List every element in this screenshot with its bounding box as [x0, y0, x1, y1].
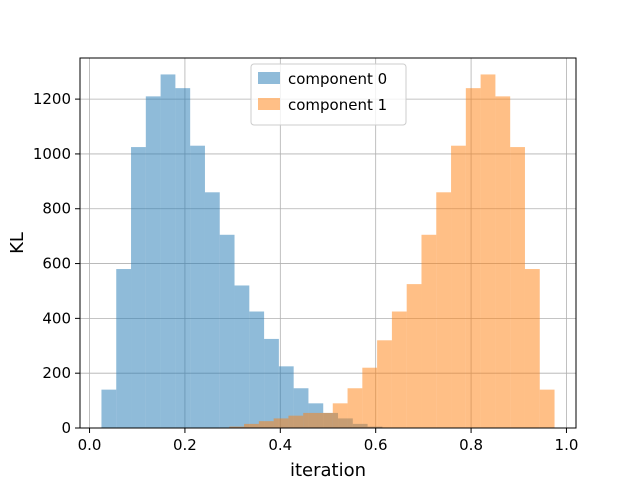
legend-label-component-1: component 1 [288, 96, 387, 114]
histogram-bar-series-0 [175, 88, 191, 429]
histogram-bar-series-1 [406, 284, 422, 428]
y-tick-label: 800 [42, 200, 71, 218]
histogram-bar-series-1 [524, 269, 540, 428]
histogram-bar-series-1 [362, 367, 378, 428]
histogram-bar-series-1 [317, 412, 333, 428]
histogram-bar-series-1 [451, 145, 466, 428]
histogram-bar-series-0 [278, 366, 294, 428]
ticks: 0.0 0.2 0.4 0.6 0.8 1.0 0 200 400 600 800 1000 1200 [33, 90, 579, 454]
histogram-bar-series-1 [288, 415, 304, 428]
histogram-bar-series-0 [145, 96, 161, 429]
histogram-bar-series-1 [347, 388, 363, 428]
x-tick-label: 0.4 [268, 436, 292, 454]
y-tick-label: 0 [61, 419, 71, 437]
histogram-bar-series-0 [116, 269, 132, 428]
legend-box [250, 63, 407, 126]
histogram-bar-series-0 [101, 389, 117, 428]
histogram-bar-series-1 [436, 192, 452, 428]
x-tick-label: 0.0 [78, 436, 102, 454]
legend-swatch-component-1 [258, 98, 280, 110]
histogram-bar-series-0 [264, 338, 279, 428]
x-axis-label: iteration [290, 460, 366, 480]
histogram-bar-series-1 [421, 234, 437, 428]
histogram-bar-series-0 [249, 311, 265, 428]
legend-label-component-0: component 0 [288, 70, 387, 88]
histogram-bar-series-1 [377, 340, 392, 428]
y-axis-label: KL [7, 232, 28, 254]
histogram-bar-series-1 [391, 311, 407, 428]
legend-swatch-component-0 [258, 72, 280, 84]
y-tick-label: 200 [42, 364, 71, 382]
x-tick-label: 0.8 [459, 436, 483, 454]
histogram-bar-series-1 [273, 418, 289, 428]
histogram-bar-series-0 [131, 147, 146, 428]
histogram-bar-series-1 [303, 412, 318, 428]
histogram-bar-series-1 [495, 96, 511, 429]
histogram-bar-series-1 [244, 423, 259, 428]
y-tick-label: 400 [42, 309, 71, 327]
histogram-bar-series-1 [465, 88, 481, 429]
histogram-bar-series-1 [332, 403, 348, 428]
histogram-bar-series-0 [234, 285, 250, 428]
x-tick-label: 0.6 [364, 436, 388, 454]
y-tick-label: 1000 [33, 145, 71, 163]
legend: component 0 component 1 [250, 63, 407, 126]
histogram-bar-series-0 [219, 234, 235, 428]
histogram-bar-series-1 [258, 421, 274, 428]
y-tick-label: 1200 [33, 90, 71, 108]
y-tick-label: 600 [42, 255, 71, 273]
histogram-bar-series-1 [510, 147, 525, 428]
histogram-bar-series-1 [480, 74, 496, 428]
plot-frame [79, 57, 577, 429]
histogram-bar-series-0 [160, 74, 176, 428]
x-tick-label: 1.0 [555, 436, 579, 454]
histogram-bar-series-1 [539, 389, 555, 428]
x-tick-label: 0.2 [173, 436, 197, 454]
bars [101, 74, 555, 429]
histogram-bar-series-1 [229, 426, 245, 428]
histogram-bar-series-0 [204, 192, 220, 428]
histogram-bar-series-0 [190, 145, 205, 428]
